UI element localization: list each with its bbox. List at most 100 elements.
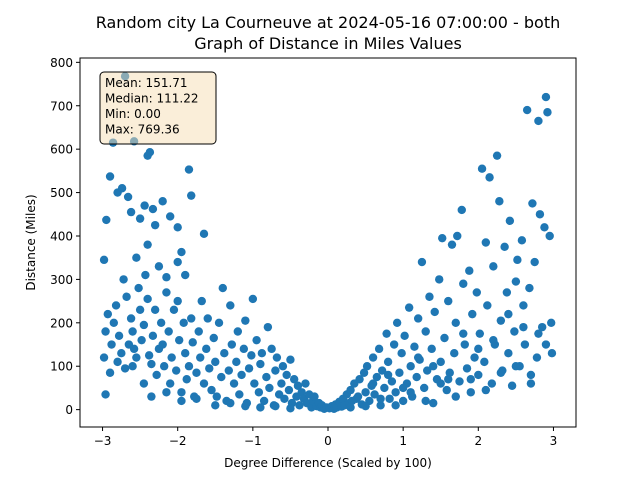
data-point: [362, 362, 372, 371]
data-point: [173, 296, 182, 306]
data-point: [164, 327, 173, 336]
stats-mean: Mean: 151.71: [105, 76, 188, 90]
data-point: [444, 296, 453, 306]
data-point: [192, 368, 201, 377]
data-point: [481, 238, 491, 247]
data-point: [239, 344, 249, 354]
data-point: [107, 340, 116, 349]
data-point: [135, 214, 145, 223]
data-point: [293, 381, 303, 390]
data-point: [537, 322, 547, 332]
data-point: [436, 357, 445, 367]
data-point: [254, 388, 264, 397]
data-point: [147, 359, 156, 369]
data-point: [359, 368, 369, 377]
data-point: [438, 233, 447, 243]
data-point: [391, 401, 400, 410]
data-point: [286, 355, 295, 364]
data-point: [205, 364, 214, 373]
data-point: [233, 327, 243, 336]
data-point: [413, 353, 423, 362]
data-point: [123, 192, 133, 202]
y-tick-label: 600: [50, 143, 73, 157]
data-point: [150, 305, 160, 314]
data-point: [165, 212, 175, 221]
data-point: [99, 255, 109, 265]
data-point: [109, 318, 119, 328]
data-point: [271, 401, 280, 411]
data-point: [111, 301, 121, 310]
data-point: [377, 366, 387, 375]
x-axis-ticks: −3 −2 −1 0 1 2 3: [94, 427, 557, 448]
y-tick-label: 400: [50, 229, 73, 243]
data-point: [517, 236, 527, 245]
data-point: [535, 210, 545, 219]
data-point: [126, 207, 136, 217]
x-tick-label: −2: [169, 434, 187, 448]
data-point: [207, 385, 216, 395]
data-point: [235, 390, 244, 399]
data-point: [158, 340, 167, 349]
data-point: [466, 388, 475, 397]
data-point: [376, 394, 385, 403]
data-point: [129, 344, 139, 354]
data-point: [218, 283, 227, 293]
data-point: [227, 340, 237, 349]
data-point: [421, 327, 430, 336]
data-point: [241, 316, 250, 325]
stats-median: Median: 111.22: [105, 92, 199, 106]
data-point: [159, 362, 169, 371]
data-point: [421, 396, 430, 406]
data-point: [412, 372, 421, 382]
data-point: [453, 231, 462, 241]
data-point: [162, 273, 171, 282]
data-point: [451, 392, 460, 401]
data-point: [489, 262, 498, 271]
chart-title-line2: Graph of Distance in Miles Values: [194, 34, 462, 53]
data-point: [468, 309, 477, 319]
data-point: [102, 215, 111, 225]
data-point: [480, 357, 489, 367]
data-point: [462, 364, 472, 373]
data-point: [139, 320, 149, 330]
data-point: [226, 301, 235, 310]
data-point: [541, 92, 551, 102]
data-point: [459, 329, 468, 338]
data-point: [547, 349, 557, 358]
data-point: [504, 309, 513, 319]
data-point: [526, 379, 536, 388]
data-point: [489, 335, 498, 345]
data-point: [534, 329, 543, 338]
stats-box: Mean: 151.71 Median: 111.22 Min: 0.00 Ma…: [99, 71, 217, 145]
data-point: [250, 379, 259, 388]
data-point: [500, 242, 509, 252]
x-tick-label: 0: [324, 434, 332, 448]
data-point: [282, 370, 291, 380]
data-point: [139, 379, 149, 388]
data-point: [519, 301, 528, 310]
data-point: [376, 401, 385, 410]
data-point: [534, 116, 543, 126]
data-point: [175, 335, 184, 345]
data-point: [361, 388, 370, 397]
data-point: [165, 379, 175, 388]
data-point: [451, 318, 460, 328]
data-point: [477, 164, 487, 173]
data-point: [187, 314, 196, 323]
data-point: [295, 401, 304, 410]
data-point: [355, 375, 364, 384]
data-point: [519, 322, 528, 332]
data-point: [154, 262, 164, 271]
data-point: [156, 318, 166, 328]
y-tick-label: 300: [50, 273, 73, 287]
data-point: [262, 372, 271, 382]
data-point: [105, 172, 115, 181]
data-point: [406, 362, 415, 371]
data-point: [211, 401, 220, 410]
data-point: [502, 288, 512, 297]
data-point: [167, 353, 176, 362]
data-point: [120, 364, 130, 373]
data-point: [507, 381, 517, 390]
data-point: [177, 247, 186, 257]
data-point: [143, 294, 152, 304]
